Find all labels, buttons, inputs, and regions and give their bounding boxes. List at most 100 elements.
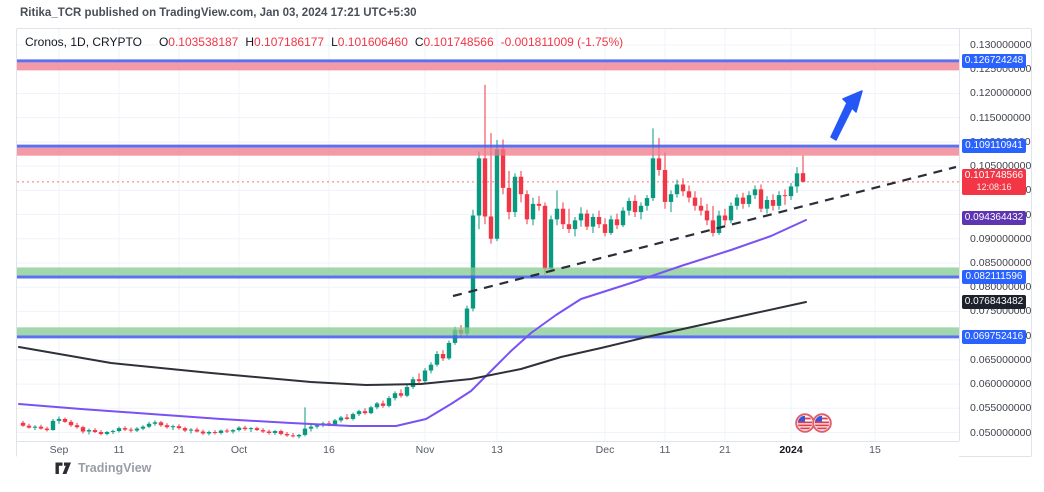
candle-body — [122, 428, 128, 430]
candle-body — [266, 431, 272, 433]
candle-body — [428, 364, 434, 371]
candle-body — [200, 431, 206, 434]
candle-body — [110, 431, 116, 433]
candle-body — [572, 220, 578, 230]
price-axis[interactable]: 0.130000000 0.125000000 0.120000000 0.11500… — [959, 29, 1031, 441]
candle-body — [392, 393, 398, 399]
price-level-chip: 0.094364432 — [962, 210, 1026, 225]
candle-body — [722, 215, 728, 221]
price-level-chip: 0.109110941 — [962, 139, 1026, 154]
candle-body — [560, 208, 566, 225]
candle-body — [398, 393, 404, 396]
candle-body — [170, 426, 176, 428]
candle-body — [230, 430, 236, 432]
candle-body — [548, 219, 554, 269]
chart-plot-area[interactable] — [17, 29, 959, 441]
tradingview-logo-icon — [55, 462, 71, 474]
up-arrow-annotation[interactable] — [830, 90, 863, 141]
price-tick-label: 0.065000000 — [970, 353, 1032, 366]
time-axis[interactable]: Sep 11 21 Oct 16 Nov 13 Dec 11 21 2024 15 — [17, 441, 959, 457]
candle-body — [416, 379, 422, 382]
candle-body — [362, 411, 368, 414]
candle-body — [626, 200, 632, 211]
candle-body — [74, 425, 80, 428]
candle-body — [218, 430, 224, 433]
candle-body — [668, 194, 674, 202]
candle-body — [596, 216, 602, 225]
close-value: 0.101748566 — [423, 35, 494, 49]
candle-body — [410, 379, 416, 387]
candle-body — [656, 158, 662, 170]
candle-body — [242, 427, 248, 430]
candle-body — [422, 370, 428, 382]
candle-body — [776, 195, 782, 206]
candle-body — [662, 169, 668, 202]
ma-black-line[interactable] — [18, 301, 807, 386]
candle-body — [290, 435, 296, 437]
candle-body — [404, 386, 410, 396]
time-tick-label: 15 — [869, 444, 881, 456]
candle-body — [506, 187, 512, 213]
candle-body — [680, 184, 686, 192]
candle-body — [116, 428, 122, 432]
candle-body — [476, 158, 482, 216]
open-label: O — [158, 35, 169, 49]
candle-body — [104, 432, 110, 434]
candle-body — [26, 425, 32, 428]
price-tick-label: 0.080000000 — [970, 281, 1032, 294]
time-tick-label: 21 — [719, 444, 731, 456]
resistance-zone-band — [17, 147, 959, 156]
candle-body — [374, 403, 380, 408]
candle-body — [272, 431, 278, 433]
support-zone-band — [17, 327, 959, 336]
price-level-chip: 0.076843482 — [962, 295, 1026, 310]
candle-body — [728, 205, 734, 221]
candle-body — [614, 219, 620, 226]
candle-body — [740, 197, 746, 204]
publish-attribution: Ritika_TCR published on TradingView.com,… — [20, 7, 417, 19]
candle-body — [782, 195, 788, 197]
candle-body — [500, 149, 506, 188]
symbol-name: Cronos, 1D, CRYPTO — [25, 35, 142, 49]
candle-body — [164, 425, 170, 428]
candle-body — [68, 421, 74, 426]
price-tick-label: 0.120000000 — [970, 87, 1032, 100]
coin-stamp-icon — [795, 413, 815, 433]
candle-body — [566, 224, 572, 230]
open-value: 0.103538187 — [168, 35, 239, 49]
candle-body — [770, 200, 776, 206]
tradingview-brand-text: TradingView — [78, 461, 152, 475]
coin-stamp-icon — [812, 413, 832, 433]
candle-body — [194, 429, 200, 432]
symbol-legend[interactable]: Cronos, 1D, CRYPTO O0.103538187 H0.1071861… — [25, 35, 623, 49]
high-label: H — [245, 35, 255, 49]
price-tick-label: 0.115000000 — [970, 111, 1031, 124]
candle-body — [536, 203, 542, 206]
candle-body — [686, 191, 692, 198]
candle-body — [794, 173, 800, 187]
time-tick-label: 11 — [113, 444, 125, 456]
candle-body — [368, 407, 374, 414]
candle-body — [128, 429, 134, 431]
candle-body — [212, 432, 218, 434]
price-tick-label: 0.055000000 — [970, 402, 1032, 415]
time-tick-label: Sep — [49, 444, 69, 456]
candle-body — [308, 426, 314, 429]
candle-body — [44, 428, 50, 431]
candle-body — [446, 342, 452, 359]
ma-purple-line[interactable] — [18, 219, 807, 427]
candle-body — [158, 422, 164, 426]
tradingview-brand[interactable]: TradingView — [55, 461, 151, 475]
candle-body — [710, 220, 716, 233]
candle-body — [620, 210, 626, 226]
candle-body — [92, 430, 98, 433]
candle-body — [704, 210, 710, 221]
candle-body — [494, 149, 500, 239]
candle-body — [440, 354, 446, 359]
candle-body — [584, 213, 590, 227]
candle-body — [692, 197, 698, 206]
price-tick-label: 0.130000000 — [970, 39, 1032, 51]
candle-body — [56, 418, 62, 421]
candle-body — [590, 216, 596, 227]
dashed-trendline[interactable] — [452, 165, 957, 298]
